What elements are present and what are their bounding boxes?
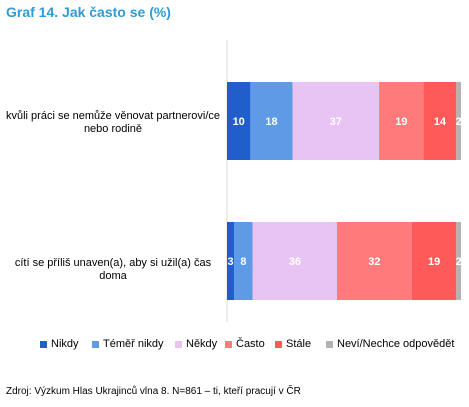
data-label-1-1: 10 <box>233 116 245 128</box>
bar-segment-1-6 <box>456 82 461 160</box>
data-label-1-6: 2 <box>456 116 462 128</box>
data-label-1-3: 37 <box>330 116 342 128</box>
bar-segment-2-5 <box>411 222 457 300</box>
legend-item-1: Nikdy <box>40 338 79 350</box>
bar-segment-1-3 <box>292 82 380 160</box>
legend-label: Téměř nikdy <box>103 338 164 350</box>
legend-swatch <box>92 340 99 348</box>
data-label-2-6: 2 <box>456 256 462 268</box>
bar-segment-2-2 <box>234 222 253 300</box>
chart-title: Graf 14. Jak často se (%) <box>6 4 171 20</box>
category-label-1: kvůli práci se nemůže věnovat partnerovi… <box>6 110 220 135</box>
legend-swatch <box>275 340 282 348</box>
legend-label: Nikdy <box>51 338 79 350</box>
data-label-1-4: 19 <box>395 116 407 128</box>
legend-label: Často <box>236 338 265 350</box>
data-label-2-5: 19 <box>428 256 440 268</box>
bar-segment-1-4 <box>379 82 424 160</box>
chart-legend: Nikdy Téměř nikdy Někdy Často Stále Neví/Nech… <box>0 338 469 352</box>
bar-segment-2-3 <box>252 222 337 300</box>
legend-swatch <box>326 340 333 348</box>
legend-item-2: Téměř nikdy <box>92 338 164 350</box>
legend-item-6: Neví/Nechce odpovědět <box>326 338 454 350</box>
legend-swatch <box>40 340 47 348</box>
data-label-2-4: 32 <box>368 256 380 268</box>
data-label-2-3: 36 <box>289 256 301 268</box>
legend-item-5: Stále <box>275 338 311 350</box>
legend-label: Neví/Nechce odpovědět <box>337 338 455 350</box>
bar-segment-2-4 <box>336 222 412 300</box>
source-note: Zdroj: Výzkum Hlas Ukrajinců vlna 8. N=8… <box>6 386 301 397</box>
bar-segment-1-2 <box>250 82 293 160</box>
legend-swatch <box>175 340 182 348</box>
data-label-1-2: 18 <box>265 116 277 128</box>
legend-item-4: Často <box>225 338 265 350</box>
category-label-2: cítí se příliš unaven(a), aby si užil(a)… <box>14 257 212 282</box>
bar-segment-2-1 <box>227 222 235 300</box>
data-label-2-2: 8 <box>240 256 246 268</box>
data-label-1-5: 14 <box>434 116 447 128</box>
legend-item-3: Někdy <box>175 338 217 350</box>
legend-label: Někdy <box>186 338 218 350</box>
legend-swatch <box>225 340 232 348</box>
bar-segment-1-5 <box>423 82 457 160</box>
stacked-bar-chart: 10 18 37 19 14 2 3 8 36 32 19 2 <box>226 40 462 322</box>
bar-segment-2-6 <box>456 222 461 300</box>
data-label-2-1: 3 <box>227 256 233 268</box>
legend-label: Stále <box>286 338 312 350</box>
bar-segment-1-1 <box>227 82 251 160</box>
